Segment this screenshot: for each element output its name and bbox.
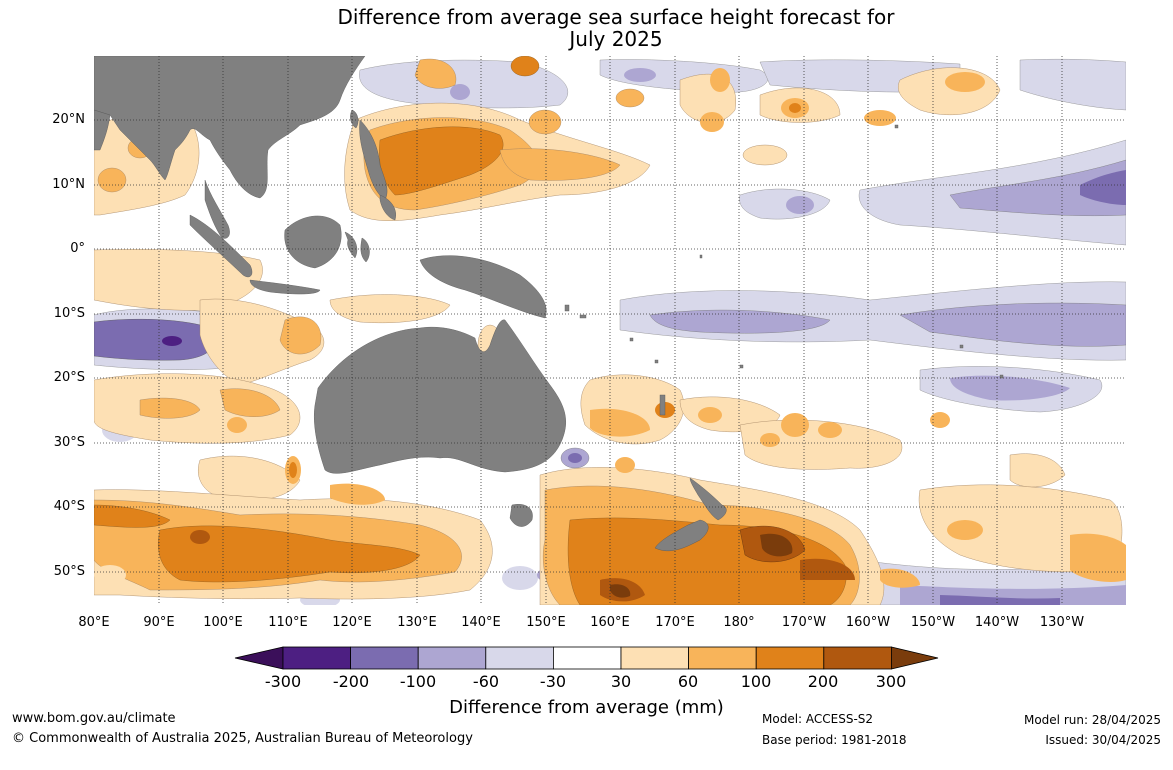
colorbar-segment <box>688 646 757 670</box>
lon-label: 160°E <box>590 615 630 630</box>
map-title-line1: Difference from average sea surface heig… <box>337 5 895 29</box>
colorbar-tick-label: -100 <box>399 672 437 691</box>
lon-label: 160°W <box>845 615 891 630</box>
lat-label: 30°S <box>53 435 85 450</box>
colorbar-tick-label: -200 <box>332 672 370 691</box>
colorbar-segment <box>553 646 622 670</box>
lat-label: 10°N <box>52 177 85 192</box>
positive-anomaly-layer <box>94 56 1126 605</box>
footer-issued: Issued: 30/04/2025 <box>1045 733 1161 747</box>
colorbar-tick-label: -60 <box>472 672 500 691</box>
lon-label: 140°E <box>461 615 501 630</box>
lon-label: 170°E <box>655 615 695 630</box>
lon-label: 150°E <box>526 615 566 630</box>
lon-label: 90°E <box>143 615 175 630</box>
colorbar-tick-label: -300 <box>264 672 302 691</box>
lat-label: 50°S <box>53 564 85 579</box>
colorbar-segment <box>891 646 939 670</box>
lon-label: 80°E <box>78 615 110 630</box>
footer-base-period: Base period: 1981-2018 <box>762 733 907 747</box>
graticule <box>94 56 1126 605</box>
colorbar-tick-label: 30 <box>610 672 632 691</box>
lon-label: 180° <box>723 615 755 630</box>
lon-label: 150°W <box>910 615 956 630</box>
lon-label: 170°W <box>781 615 827 630</box>
colorbar-segment <box>234 646 284 670</box>
colorbar <box>234 646 939 670</box>
lon-label: 130°W <box>1039 615 1085 630</box>
colorbar-segment <box>485 646 554 670</box>
lon-label: 110°E <box>268 615 308 630</box>
lon-label: 100°E <box>203 615 243 630</box>
footer-model-run: Model run: 28/04/2025 <box>1023 713 1161 727</box>
footer-copyright: © Commonwealth of Australia 2025, Austra… <box>12 731 473 746</box>
colorbar-title: Difference from average (mm) <box>449 697 724 718</box>
colorbar-segment <box>350 646 419 670</box>
footer-url[interactable]: www.bom.gov.au/climate <box>12 711 176 726</box>
lat-label: 40°S <box>53 499 85 514</box>
lon-label: 140°W <box>974 615 1020 630</box>
colorbar-tick-label: 300 <box>875 672 907 691</box>
colorbar-tick-label: 60 <box>677 672 699 691</box>
lon-label: 120°E <box>332 615 372 630</box>
colorbar-tick-label: 100 <box>740 672 772 691</box>
lat-label: 20°S <box>53 370 85 385</box>
lat-label: 20°N <box>52 112 85 127</box>
colorbar-segment <box>417 646 487 670</box>
colorbar-segment <box>282 646 351 670</box>
lat-label: 0° <box>70 241 85 256</box>
lon-label: 130°E <box>397 615 437 630</box>
footer-model: Model: ACCESS-S2 <box>762 712 874 726</box>
lat-label: 10°S <box>53 306 85 321</box>
colorbar-segment <box>755 646 825 670</box>
colorbar-segment <box>620 646 689 670</box>
colorbar-tick-label: 200 <box>807 672 839 691</box>
map-title-line2: July 2025 <box>569 27 663 51</box>
colorbar-tick-label: -30 <box>539 672 567 691</box>
land-masses <box>94 56 1004 552</box>
colorbar-segment <box>823 646 892 670</box>
